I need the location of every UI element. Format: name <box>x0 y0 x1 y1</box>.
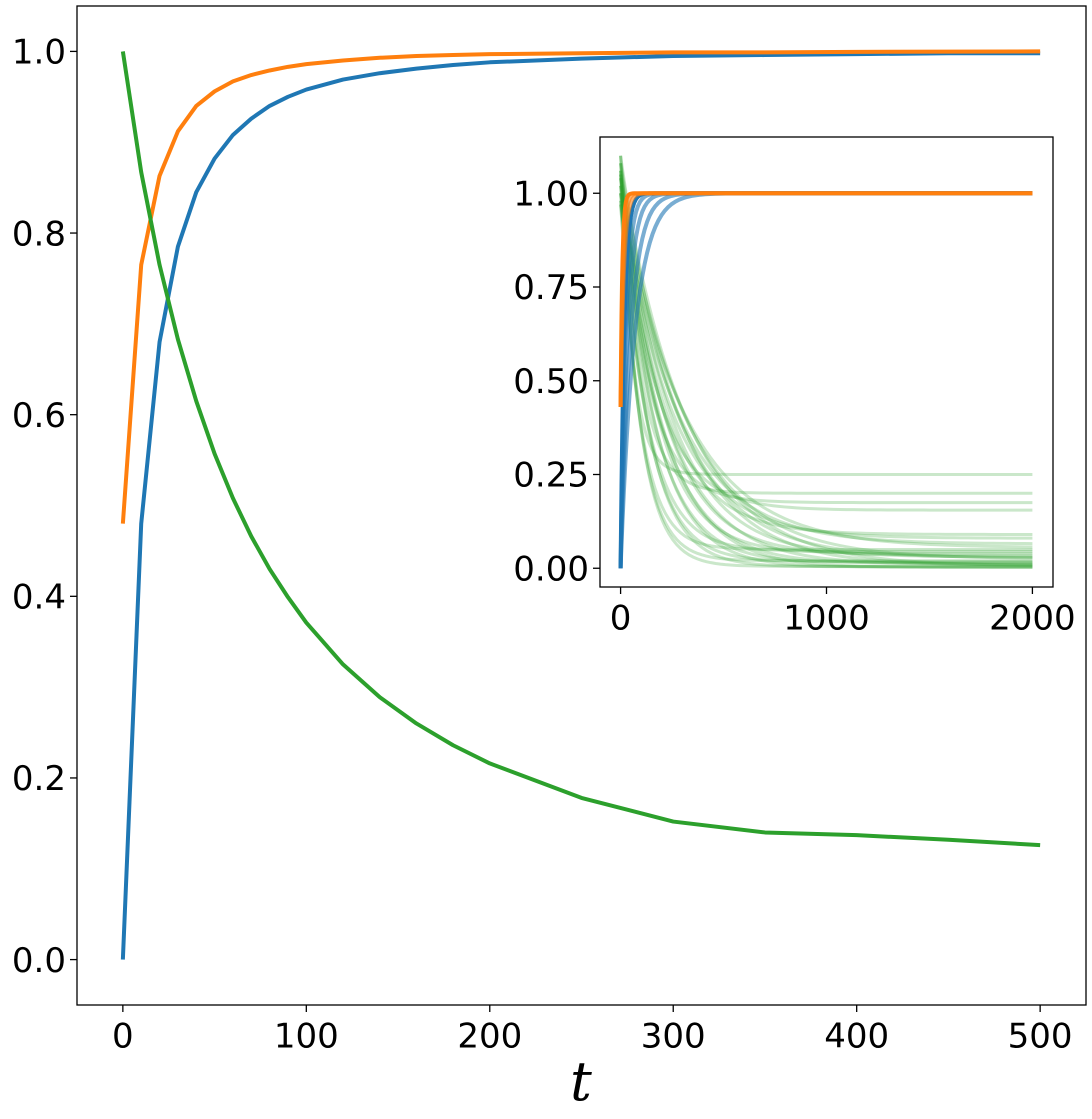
main-x-axis-label: t <box>570 1050 592 1113</box>
inset-green-run <box>619 200 1033 566</box>
inset-y-ticks: 0.00 0.25 0.50 0.75 1.00 <box>513 174 600 589</box>
inset-orange-run <box>618 191 1033 408</box>
x-tick-label: 300 <box>641 1016 706 1056</box>
inset-green-run <box>619 204 1033 553</box>
y-tick-label: 1.00 <box>513 174 589 214</box>
inset-chart: 0 1000 2000 0.00 0.25 0.50 0.75 1.00 <box>513 136 1076 638</box>
y-tick-label: 0.25 <box>513 456 589 496</box>
y-tick-label: 0.2 <box>12 759 66 799</box>
inset-green-run <box>619 185 1033 563</box>
inset-green-run <box>619 155 1033 555</box>
inset-green-run <box>619 193 1033 563</box>
inset-background <box>600 137 1053 587</box>
inset-green-run <box>619 178 1033 569</box>
y-tick-label: 0.4 <box>12 578 66 618</box>
inset-green-run <box>619 185 1033 540</box>
x-tick-label: 1000 <box>783 598 870 638</box>
main-x-ticks: 0 100 200 300 400 500 <box>112 1005 1073 1056</box>
inset-green-run <box>619 163 1033 557</box>
y-tick-label: 0.6 <box>12 396 66 436</box>
x-tick-label: 2000 <box>989 598 1076 638</box>
y-tick-label: 0.0 <box>12 941 66 981</box>
inset-series-group <box>618 155 1033 569</box>
main-series-line-2 <box>120 51 1041 848</box>
x-tick-label: 100 <box>274 1016 339 1056</box>
x-tick-label: 200 <box>457 1016 522 1056</box>
inset-green-run <box>619 185 1033 569</box>
inset-green-run <box>619 174 1033 569</box>
inset-green-run <box>619 170 1033 568</box>
x-tick-label: 500 <box>1008 1016 1073 1056</box>
main-plot-frame <box>76 5 1087 1006</box>
x-tick-label: 400 <box>824 1016 889 1056</box>
inset-green-run <box>619 193 1033 546</box>
inset-green-run <box>619 170 1033 505</box>
inset-green-run <box>619 204 1033 566</box>
inset-green-run <box>619 177 1033 560</box>
inset-green-run <box>619 174 1033 512</box>
inset-x-ticks: 0 1000 2000 <box>610 587 1076 638</box>
inset-green-run <box>619 155 1033 476</box>
main-series-line-0 <box>120 51 1041 960</box>
y-tick-label: 0.8 <box>12 214 66 254</box>
inset-green-run <box>619 200 1033 551</box>
inset-green-run <box>619 163 1033 567</box>
y-tick-label: 0.50 <box>513 362 589 402</box>
main-series-line-1 <box>120 49 1041 524</box>
y-tick-label: 0.00 <box>513 549 589 589</box>
y-tick-label: 0.75 <box>513 268 589 308</box>
inset-green-run <box>619 163 1033 495</box>
main-y-ticks: 0.0 0.2 0.4 0.6 0.8 1.0 <box>12 33 77 981</box>
y-tick-label: 1.0 <box>12 33 66 73</box>
inset-green-run <box>619 193 1033 565</box>
x-tick-label: 0 <box>610 598 632 638</box>
inset-green-run <box>619 155 1033 567</box>
inset-green-run <box>619 178 1033 536</box>
main-series-group <box>120 49 1041 960</box>
inset-green-run <box>619 192 1033 549</box>
x-tick-label: 0 <box>112 1016 134 1056</box>
inset-green-run <box>619 174 1033 559</box>
inset-green-run <box>619 170 1033 559</box>
main-chart: 0 100 200 300 400 500 0.0 0.2 0.4 0.6 0.8 1.0 t <box>12 5 1087 1113</box>
